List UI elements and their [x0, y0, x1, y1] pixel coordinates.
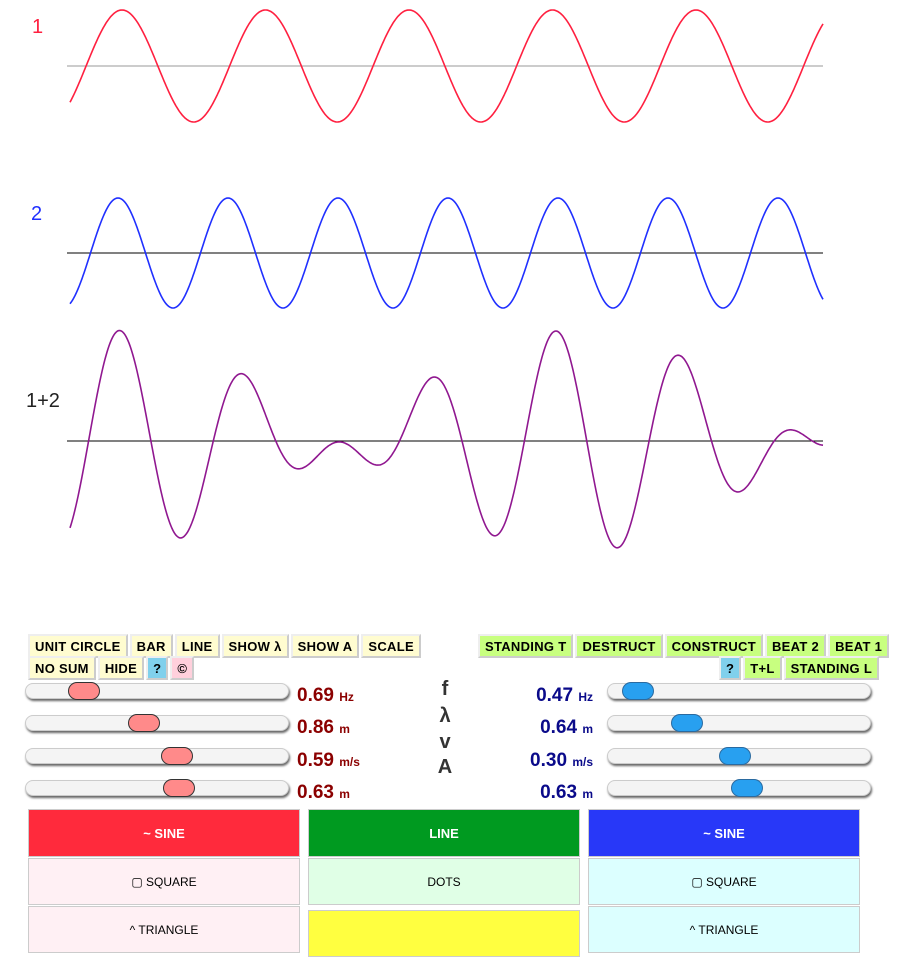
wave2-amplitude-value: 0.63 m [513, 782, 593, 804]
no-sum-button[interactable]: NO SUM [28, 656, 96, 680]
wave1-frequency-slider[interactable] [25, 682, 289, 700]
line-option[interactable]: LINE [308, 809, 580, 857]
wave1-frequency-value: 0.69 Hz [297, 685, 354, 707]
value-unit: m [582, 787, 593, 801]
wave1-velocity-slider[interactable] [25, 747, 289, 765]
value-number: 0.69 [297, 685, 334, 706]
wave1-triangle-option[interactable]: ^ TRIANGLE [28, 906, 300, 953]
left-button-row: UNIT CIRCLE BAR LINE SHOW λ SHOW A SCALE [28, 634, 423, 658]
wave1-amplitude-slider[interactable] [25, 779, 289, 797]
wave-display [67, 9, 824, 549]
value-unit: m/s [339, 755, 360, 769]
bar-button[interactable]: BAR [129, 634, 173, 658]
value-unit: m [339, 787, 350, 801]
destruct-button[interactable]: DESTRUCT [575, 634, 663, 658]
unit-circle-button[interactable]: UNIT CIRCLE [28, 634, 128, 658]
construct-button[interactable]: CONSTRUCT [664, 634, 763, 658]
middle-yellow-option[interactable] [308, 910, 580, 957]
wave1-sine-option[interactable]: ~ SINE [28, 809, 300, 857]
wave2-velocity-slider[interactable] [607, 747, 871, 765]
value-unit: m [339, 722, 350, 736]
wave1-velocity-value: 0.59 m/s [297, 750, 360, 772]
wave2-curve [69, 197, 824, 309]
wave2-velocity-slider-thumb[interactable] [719, 747, 752, 765]
wave1-square-option[interactable]: ▢ SQUARE [28, 858, 300, 905]
value-unit: m [582, 722, 593, 736]
value-number: 0.47 [536, 685, 574, 706]
wave2-triangle-option[interactable]: ^ TRIANGLE [588, 906, 860, 953]
wave2-frequency-slider[interactable] [607, 682, 871, 700]
show-lambda-button[interactable]: SHOW λ [221, 634, 289, 658]
wave2-frequency-value: 0.47 Hz [513, 685, 593, 707]
standing-l-button[interactable]: STANDING L [783, 656, 880, 680]
value-number: 0.63 [297, 782, 334, 803]
wave2-label: 2 [31, 203, 43, 225]
help-button[interactable]: ? [146, 656, 169, 680]
wave2-wavelength-slider-thumb[interactable] [670, 714, 703, 732]
right-button-row-2: ? T+L STANDING L [719, 656, 881, 680]
show-a-button[interactable]: SHOW A [290, 634, 360, 658]
value-number: 0.64 [540, 717, 578, 738]
sum-curve [69, 329, 824, 549]
value-number: 0.59 [297, 750, 334, 771]
beat-2-button[interactable]: BEAT 2 [764, 634, 827, 658]
wave1-wavelength-slider[interactable] [25, 714, 289, 732]
scale-button[interactable]: SCALE [361, 634, 421, 658]
wave2-sine-option[interactable]: ~ SINE [588, 809, 860, 857]
wave2-square-option[interactable]: ▢ SQUARE [588, 858, 860, 905]
value-unit: Hz [339, 690, 354, 704]
sum-label: 1+2 [26, 390, 60, 412]
wave1-velocity-slider-thumb[interactable] [160, 747, 193, 765]
wave2-amplitude-slider[interactable] [607, 779, 871, 797]
wave2-velocity-value: 0.30 m/s [513, 750, 593, 772]
wave1-label: 1 [32, 16, 44, 38]
beat-1-button[interactable]: BEAT 1 [828, 634, 890, 658]
wave2-wavelength-value: 0.64 m [513, 717, 593, 739]
hide-button[interactable]: HIDE [97, 656, 145, 680]
wave1-wavelength-value: 0.86 m [297, 717, 350, 739]
symbol-frequency: f [441, 678, 449, 700]
copyright-button[interactable]: © [170, 656, 195, 680]
wave2-frequency-slider-thumb[interactable] [621, 682, 654, 700]
value-unit: Hz [578, 690, 593, 704]
wave1-curve [69, 9, 824, 123]
wave2-amplitude-slider-thumb[interactable] [730, 779, 763, 797]
standing-t-button[interactable]: STANDING T [478, 634, 574, 658]
left-button-row-2: NO SUM HIDE? © [28, 656, 196, 680]
line-button[interactable]: LINE [174, 634, 220, 658]
help-button-right[interactable]: ? [719, 656, 742, 680]
dots-option[interactable]: DOTS [308, 858, 580, 905]
right-button-row: STANDING T DESTRUCT CONSTRUCT BEAT 2 BEAT 1 [478, 634, 891, 658]
value-number: 0.63 [540, 782, 578, 803]
symbol-velocity: v [439, 731, 451, 753]
t-plus-l-button[interactable]: T+L [743, 656, 782, 680]
value-number: 0.86 [297, 717, 334, 738]
symbol-amplitude: A [437, 756, 453, 778]
wave1-amplitude-slider-thumb[interactable] [162, 779, 195, 797]
value-unit: m/s [572, 755, 593, 769]
wave1-amplitude-value: 0.63 m [297, 782, 350, 804]
value-number: 0.30 [530, 750, 568, 771]
wave1-wavelength-slider-thumb[interactable] [128, 714, 161, 732]
wave2-wavelength-slider[interactable] [607, 714, 871, 732]
symbol-wavelength: λ [439, 705, 451, 727]
wave1-frequency-slider-thumb[interactable] [67, 682, 100, 700]
